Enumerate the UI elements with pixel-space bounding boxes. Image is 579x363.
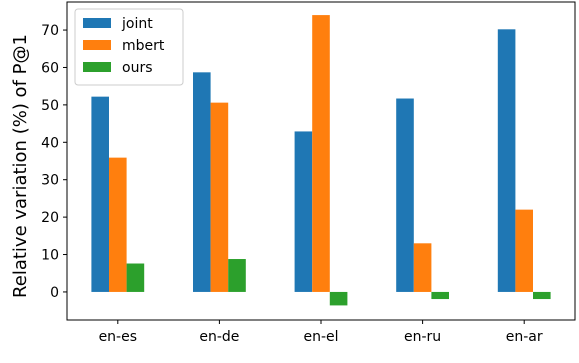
legend-swatch-ours bbox=[83, 62, 111, 72]
x-tick-label: en-el bbox=[303, 329, 338, 345]
y-tick-label: 0 bbox=[50, 285, 59, 301]
legend-label-mbert: mbert bbox=[122, 38, 165, 54]
y-tick-label: 60 bbox=[41, 60, 59, 76]
y-tick-label: 50 bbox=[41, 98, 59, 114]
bar-ours-en-ar bbox=[533, 291, 551, 300]
x-tick-label: en-ar bbox=[506, 329, 543, 345]
y-tick-label: 40 bbox=[41, 135, 59, 151]
x-ticks-group: en-es en-de en-el en-ru en-ar bbox=[99, 320, 543, 345]
x-tick-label: en-ru bbox=[404, 329, 441, 345]
bar-ours-en-es bbox=[126, 263, 145, 292]
y-tick-label: 70 bbox=[41, 23, 59, 39]
legend-label-joint: joint bbox=[121, 16, 153, 32]
legend-swatch-mbert bbox=[83, 40, 111, 50]
bar-mbert-en-es bbox=[109, 157, 127, 292]
bar-joint-en-el bbox=[294, 131, 313, 292]
y-ticks-group: 0 10 20 30 40 50 60 70 bbox=[41, 23, 67, 301]
plot-frame bbox=[66, 1, 576, 321]
legend-swatch-joint bbox=[83, 18, 111, 28]
bar-joint-en-de bbox=[193, 72, 211, 292]
bar-ours-en-el bbox=[329, 291, 348, 306]
y-tick-label: 30 bbox=[41, 173, 59, 189]
bar-ours-en-ru bbox=[431, 291, 449, 300]
legend: joint mbert ours bbox=[74, 8, 184, 86]
bar-mbert-en-ru bbox=[413, 243, 432, 292]
bar-mbert-en-ar bbox=[515, 209, 533, 292]
bars-group bbox=[91, 15, 551, 306]
bar-mbert-en-de bbox=[210, 102, 229, 292]
x-tick-label: en-de bbox=[199, 329, 239, 345]
bar-joint-en-es bbox=[91, 96, 109, 292]
bar-joint-en-ru bbox=[396, 98, 414, 292]
y-tick-label: 10 bbox=[41, 248, 59, 264]
x-tick-label: en-es bbox=[99, 329, 137, 345]
bar-joint-en-ar bbox=[497, 29, 516, 292]
bar-ours-en-de bbox=[228, 259, 246, 292]
y-axis-label: Relative variation (%) of P@1 bbox=[10, 34, 31, 298]
legend-label-ours: ours bbox=[122, 60, 153, 76]
y-tick-label: 20 bbox=[41, 210, 59, 226]
bar-mbert-en-el bbox=[312, 15, 330, 292]
